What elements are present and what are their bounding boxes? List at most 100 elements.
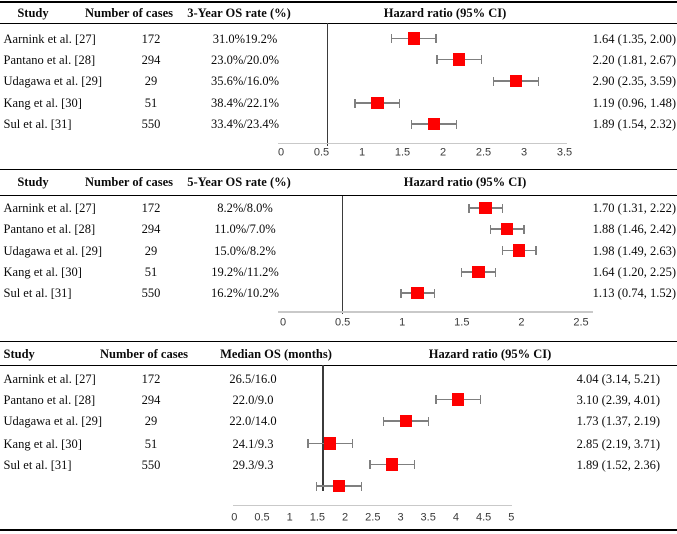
hr-ci-text: 1.88 (1.46, 2.42) [592, 221, 676, 236]
outcome-value: 38.4%/22.1% [210, 95, 280, 110]
cases-value: 172 [141, 31, 161, 46]
x-axis-tick-label: 0.5 [254, 511, 270, 523]
study-label: Kang et al. [30] [3, 264, 82, 279]
ci-whisker-cap-low [316, 481, 318, 491]
study-label: Kang et al. [30] [3, 436, 82, 451]
ci-whisker-cap-high [351, 439, 354, 448]
outcome-value: 35.6%/16.0% [210, 73, 280, 88]
ci-whisker-cap-high [398, 98, 401, 108]
hr-ci-text: 4.04 (3.14, 5.21) [576, 371, 660, 386]
col-header-study: Study [17, 5, 49, 20]
hr-ci-text: 2.90 (2.35, 3.59) [592, 73, 676, 88]
cases-value: 29 [144, 73, 158, 88]
outcome-value: 23.0%/20.0% [210, 52, 280, 67]
study-label: Aarnink et al. [27] [3, 31, 96, 46]
outcome-value: 16.2%/10.2% [210, 285, 280, 300]
ci-whisker-cap-low [390, 34, 393, 43]
x-axis-tick-label: 2.5 [573, 316, 589, 328]
hr-ci-text: 1.64 (1.35, 2.00) [592, 31, 676, 46]
hr-ci-text: 1.19 (0.96, 1.48) [592, 95, 676, 110]
x-axis-tick-label: 0 [277, 146, 285, 159]
cases-value: 51 [144, 264, 158, 279]
x-axis-line [233, 504, 512, 506]
horizontal-rule [0, 364, 677, 366]
ci-whisker-cap-low [501, 246, 503, 255]
hr-ci-text: 1.70 (1.31, 2.22) [592, 200, 676, 215]
col-header-outcome: 3-Year OS rate (%) [187, 5, 291, 20]
cases-value: 294 [141, 392, 161, 407]
cases-value: 51 [144, 436, 158, 451]
cases-value: 29 [144, 243, 158, 258]
ci-whisker-cap-high [535, 246, 537, 255]
hr-marker [411, 286, 424, 300]
ci-whisker-cap-low [369, 460, 371, 469]
col-header-hazard-ratio: Hazard ratio (95% CI) [403, 174, 527, 189]
x-axis-tick-label: 1 [358, 146, 366, 159]
x-axis-tick-label: 1.5 [454, 316, 470, 328]
cases-value: 294 [141, 221, 161, 236]
hr-marker [472, 265, 485, 279]
hr-marker [479, 201, 492, 215]
x-axis-tick-label: 0 [231, 511, 238, 523]
ci-whisker-cap-low [411, 119, 413, 129]
ci-whisker-cap-high [494, 267, 496, 277]
outcome-value: 15.0%/8.2% [214, 243, 276, 258]
hr-marker [512, 244, 526, 257]
ci-whisker-cap-high [435, 34, 437, 43]
hr-ci-text: 1.89 (1.54, 2.32) [592, 116, 676, 131]
col-header-cases: Number of cases [85, 174, 173, 189]
study-label: Sul et al. [31] [3, 285, 72, 300]
x-axis-tick-label: 3.5 [420, 511, 436, 523]
hr-ci-text: 1.13 (0.74, 1.52) [592, 285, 676, 300]
x-axis-tick-label: 2 [518, 316, 525, 328]
horizontal-rule [0, 0, 677, 3]
x-axis-line [278, 311, 593, 313]
hr-ci-text: 1.98 (1.49, 2.63) [592, 243, 676, 258]
hr-marker [451, 393, 465, 406]
col-header-hazard-ratio: Hazard ratio (95% CI) [428, 346, 552, 361]
x-axis-tick-label: 2 [439, 146, 447, 159]
study-label: Sul et al. [31] [3, 457, 72, 472]
study-label: Aarnink et al. [27] [3, 371, 96, 386]
col-header-cases: Number of cases [85, 5, 173, 20]
col-header-study: Study [17, 174, 49, 189]
x-axis-tick-label: 3.5 [556, 146, 573, 159]
ci-whisker-cap-low [400, 288, 402, 298]
ci-whisker-cap-high [413, 460, 416, 469]
ci-whisker-cap-low [468, 203, 470, 213]
reference-line [326, 23, 328, 146]
cases-value: 550 [141, 116, 161, 131]
outcome-value: 29.3/9.3 [232, 457, 274, 472]
x-axis-tick-label: 0 [279, 316, 287, 328]
study-label: Aarnink et al. [27] [3, 200, 96, 215]
ci-whisker-cap-high [433, 288, 436, 298]
reference-line [322, 365, 324, 491]
cases-value: 29 [144, 413, 158, 428]
cases-value: 294 [141, 52, 161, 67]
x-axis-tick-label: 1.5 [394, 146, 411, 159]
ci-whisker-cap-low [436, 55, 438, 64]
x-axis-tick-label: 1 [399, 316, 406, 328]
hr-marker [407, 32, 421, 45]
hr-marker [332, 479, 346, 493]
col-header-study: Study [3, 346, 35, 361]
x-axis-tick-label: 5 [508, 511, 515, 523]
horizontal-rule [0, 168, 677, 171]
hr-marker [385, 458, 399, 471]
ci-whisker-cap-high [537, 76, 539, 86]
outcome-value: 11.0%/7.0% [214, 221, 276, 236]
outcome-value: 31.0%19.2% [212, 31, 278, 46]
hr-marker [452, 53, 466, 66]
horizontal-rule [0, 340, 677, 343]
col-header-hazard-ratio: Hazard ratio (95% CI) [383, 5, 507, 20]
ci-whisker-cap-low [435, 395, 437, 404]
study-label: Kang et al. [30] [3, 95, 82, 110]
outcome-value: 22.0/14.0 [229, 413, 277, 428]
col-header-outcome: 5-Year OS rate (%) [187, 174, 291, 189]
hr-marker [500, 222, 514, 236]
outcome-value: 22.0/9.0 [232, 392, 274, 407]
hr-ci-text: 1.89 (1.52, 2.36) [576, 457, 660, 472]
x-axis-tick-label: 2.5 [475, 146, 492, 159]
outcome-value: 19.2%/11.2% [211, 264, 279, 279]
hr-ci-text: 1.73 (1.37, 2.19) [576, 413, 660, 428]
